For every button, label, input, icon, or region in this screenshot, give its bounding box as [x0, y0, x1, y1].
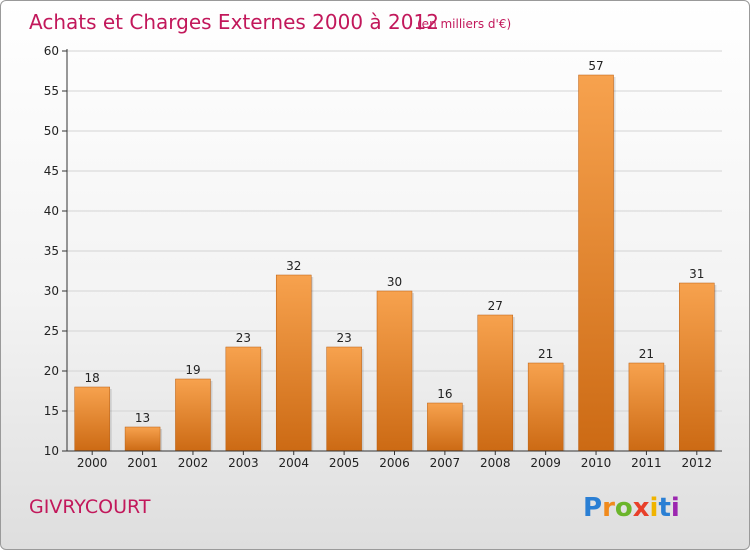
x-tick-label-2004: 2004: [278, 456, 309, 470]
value-label-2003: 23: [236, 331, 251, 345]
logo-letter: i: [671, 493, 680, 523]
value-label-2009: 21: [538, 347, 553, 361]
value-label-2001: 13: [135, 411, 150, 425]
value-label-2002: 19: [185, 363, 200, 377]
bar-2001: [124, 426, 161, 452]
x-tick-label-2012: 2012: [682, 456, 713, 470]
value-label-2012: 31: [689, 267, 704, 281]
grid-lines: [67, 50, 722, 412]
value-label-2006: 30: [387, 275, 402, 289]
y-tick-label: 15: [44, 404, 59, 418]
place-name: GIVRYCOURT: [29, 496, 151, 518]
x-tick-label-2000: 2000: [77, 456, 108, 470]
bar-2010: [578, 74, 614, 452]
x-tick-label-2008: 2008: [480, 456, 511, 470]
x-tick-label-2009: 2009: [530, 456, 561, 470]
x-tick-label-2006: 2006: [379, 456, 410, 470]
x-tick-label-2010: 2010: [581, 456, 612, 470]
y-tick-label: 35: [44, 244, 59, 258]
y-tick-label: 30: [44, 284, 59, 298]
chart-title: Achats et Charges Externes 2000 à 2012: [29, 10, 439, 34]
bar-2008: [477, 314, 514, 452]
value-label-2000: 18: [85, 371, 100, 385]
logo-letter: r: [602, 493, 615, 523]
x-tick-label-2002: 2002: [178, 456, 209, 470]
logo-letter: o: [615, 493, 633, 523]
y-tick-label: 25: [44, 324, 59, 338]
y-tick-label: 55: [44, 84, 59, 98]
logo-letter: P: [583, 493, 602, 523]
x-tick-label-2007: 2007: [430, 456, 461, 470]
bar-2007: [427, 402, 463, 452]
bar-2003: [225, 346, 262, 452]
value-label-2004: 32: [286, 259, 301, 273]
y-tick-label: 45: [44, 164, 59, 178]
x-tick-label-2005: 2005: [329, 456, 360, 470]
bar-2012: [679, 282, 715, 452]
value-label-2008: 27: [488, 299, 503, 313]
y-tick-label: 50: [44, 124, 59, 138]
x-tick-label-2003: 2003: [228, 456, 259, 470]
bars: 18 13 19 23 32 23 30 16 27 21 57 21 31: [74, 59, 717, 452]
bar-2004: [275, 274, 312, 452]
logo-letter: x: [633, 493, 650, 523]
y-tick-label: 60: [44, 44, 59, 58]
value-label-2011: 21: [639, 347, 654, 361]
y-tick-label: 40: [44, 204, 59, 218]
chart-subtitle: (en milliers d'€): [417, 17, 511, 31]
axes: 10 15 20 25 30 35 40 45 50 55 60 2000 2001 2002 2003 20…: [44, 44, 722, 470]
x-tick-label-2001: 2001: [127, 456, 158, 470]
logo-letter: i: [650, 493, 659, 523]
bar-2000: [74, 386, 110, 452]
bar-2002: [175, 378, 211, 452]
bar-2006: [376, 290, 413, 452]
bar-2011: [628, 362, 665, 452]
y-tick-label: 20: [44, 364, 59, 378]
x-tick-label-2011: 2011: [631, 456, 662, 470]
logo-letter: t: [658, 493, 670, 523]
bar-2009: [527, 362, 564, 452]
y-tick-label: 10: [44, 444, 59, 458]
value-label-2010: 57: [588, 59, 603, 73]
value-label-2005: 23: [336, 331, 351, 345]
proxiti-logo: Proxiti: [583, 493, 680, 523]
bar-2005: [326, 346, 362, 452]
value-label-2007: 16: [437, 387, 452, 401]
